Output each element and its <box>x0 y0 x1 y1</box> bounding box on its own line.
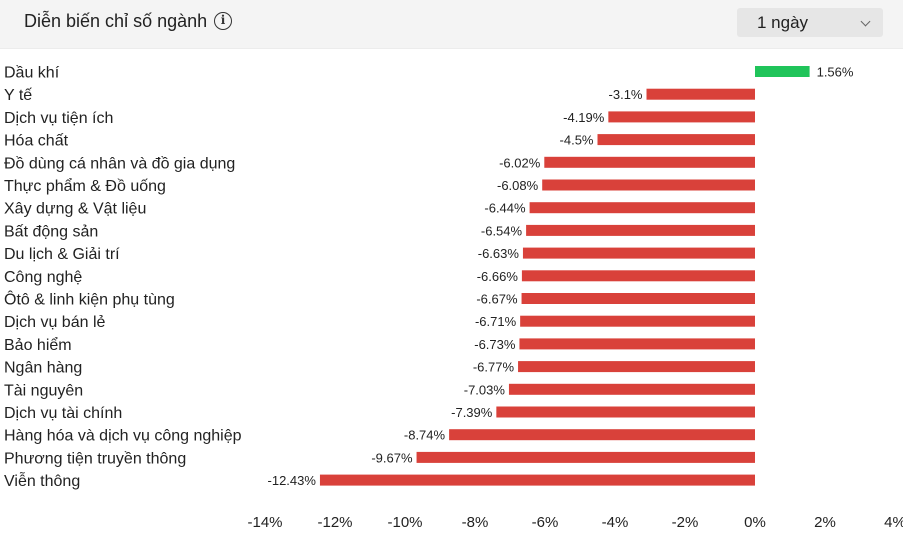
bar <box>544 156 755 168</box>
category-label: Hóa chất <box>4 133 69 150</box>
bar <box>508 383 755 395</box>
bar <box>597 134 755 146</box>
data-label: -3.1% <box>609 87 643 102</box>
bar <box>542 179 755 191</box>
category-label: Công nghệ <box>4 269 82 286</box>
category-label: Tài nguyên <box>4 382 83 399</box>
data-label: -12.43% <box>268 473 317 488</box>
category-label: Viễn thông <box>4 471 80 490</box>
chart-title: Diễn biến chỉ số ngành <box>24 11 208 31</box>
category-label: Đồ dùng cá nhân và đồ gia dụng <box>4 155 235 172</box>
bar <box>518 361 755 373</box>
x-tick-label: -6% <box>532 514 559 531</box>
bar <box>520 315 755 327</box>
data-label: -6.71% <box>475 314 517 329</box>
bar <box>526 224 755 236</box>
bar <box>608 111 755 123</box>
bar <box>755 66 810 77</box>
x-tick-label: -8% <box>462 514 489 531</box>
data-label: -6.44% <box>484 201 526 216</box>
category-label: Y tế <box>4 87 32 104</box>
data-label: -6.77% <box>473 360 515 375</box>
chevron-down-icon <box>860 16 871 27</box>
data-label: -7.39% <box>451 405 493 420</box>
period-dropdown[interactable]: 1 ngày <box>737 8 883 37</box>
bar <box>521 293 755 304</box>
category-label: Xây dựng & Vật liệu <box>4 201 146 218</box>
data-label: -8.74% <box>404 428 446 443</box>
data-label: -9.67% <box>371 450 413 465</box>
category-label: Bất động sản <box>4 223 98 240</box>
bar <box>449 429 755 441</box>
data-label: -7.03% <box>464 382 506 397</box>
data-label: -6.67% <box>476 292 518 307</box>
category-label: Bảo hiểm <box>4 336 72 354</box>
x-tick-label: -4% <box>602 514 629 531</box>
category-label: Dịch vụ tiện ích <box>4 110 113 127</box>
info-icon[interactable]: i <box>214 12 232 30</box>
x-tick-label: -10% <box>387 514 422 531</box>
data-label: -4.19% <box>563 110 605 125</box>
category-label: Thực phẩm & Đồ uống <box>4 177 166 195</box>
data-label: 1.56% <box>817 65 854 80</box>
x-tick-label: 4% <box>884 514 903 531</box>
x-tick-label: -2% <box>672 514 699 531</box>
data-label: -6.02% <box>499 155 541 170</box>
sector-bar-chart: Dầu khí 1.56% Y tế -3.1% Dịch vụ tiện ích -4.… <box>4 65 903 532</box>
x-tick-label: -14% <box>247 514 282 531</box>
bar <box>416 451 755 463</box>
bar <box>519 338 755 350</box>
bar <box>521 270 755 282</box>
x-tick-label: 0% <box>744 514 766 531</box>
data-label: -6.73% <box>474 337 516 352</box>
x-tick-label: -12% <box>317 514 352 531</box>
category-label: Phương tiện truyền thông <box>4 450 186 467</box>
data-label: -6.66% <box>477 269 519 284</box>
chart-header: Diễn biến chỉ số ngành i 1 ngày <box>0 0 903 49</box>
data-label: -6.63% <box>478 246 520 261</box>
category-label: Dầu khí <box>4 65 60 82</box>
period-selected-value: 1 ngày <box>757 13 809 32</box>
bar <box>646 88 755 100</box>
bar <box>496 406 755 418</box>
category-label: Du lịch & Giải trí <box>4 246 120 263</box>
bar <box>319 474 755 486</box>
category-label: Dịch vụ tài chính <box>4 405 122 422</box>
category-label: Hàng hóa và dịch vụ công nghiệp <box>4 428 242 445</box>
data-label: -4.5% <box>560 133 594 148</box>
bar <box>522 247 755 259</box>
data-label: -6.54% <box>481 223 523 238</box>
data-label: -6.08% <box>497 178 539 193</box>
category-label: Dịch vụ bán lẻ <box>4 314 105 331</box>
category-label: Ôtô & linh kiện phụ tùng <box>4 290 175 309</box>
bar <box>529 202 755 214</box>
category-label: Ngân hàng <box>4 360 82 377</box>
x-tick-label: 2% <box>814 514 836 531</box>
